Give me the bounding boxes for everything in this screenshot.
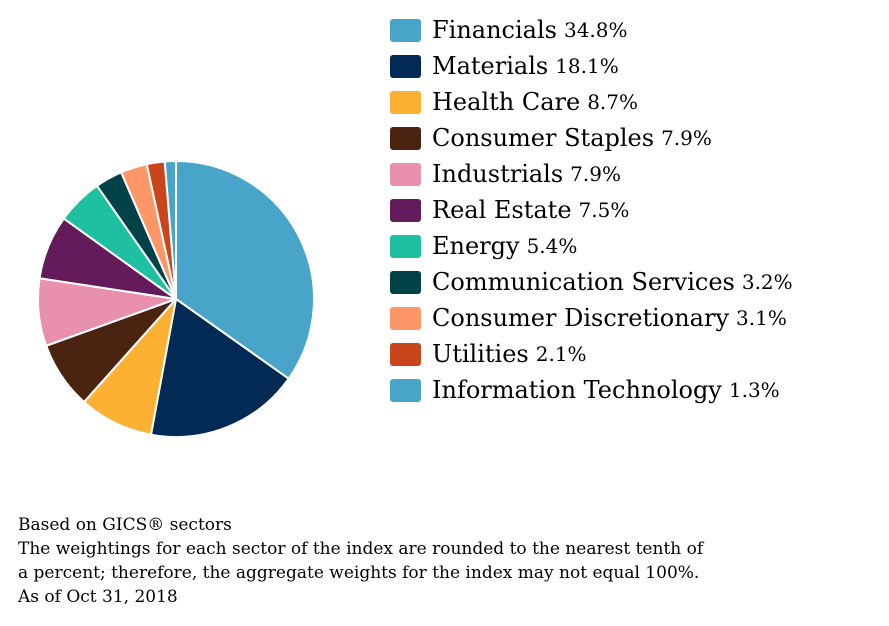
legend-item-health-care: Health Care 8.7%: [390, 84, 793, 120]
legend-swatch: [390, 342, 421, 366]
legend-value: 5.4%: [526, 234, 578, 258]
pie-slice-information-technology: [163, 160, 177, 300]
legend-item-industrials: Industrials 7.9%: [390, 156, 793, 192]
note-rounding-line-2: a percent; therefore, the aggregate weig…: [18, 563, 700, 583]
note-rounding-line-1: The weightings for each sector of the in…: [18, 539, 704, 559]
legend-value: 7.9%: [661, 126, 712, 150]
legend-item-materials: Materials 18.1%: [390, 48, 793, 84]
legend-item-consumer-discretionary: Consumer Discretionary 3.1%: [390, 300, 793, 336]
legend-value: 3.2%: [741, 270, 793, 294]
sector-pie-chart: [37, 160, 315, 438]
legend-label: Consumer Staples: [432, 124, 655, 152]
legend-item-real-estate: Real Estate 7.5%: [390, 192, 793, 228]
legend-label: Utilities: [432, 340, 529, 368]
pie-slice-financials: [175, 160, 315, 380]
legend-label: Financials: [432, 16, 557, 44]
legend-label: Consumer Discretionary: [432, 304, 730, 332]
legend-item-communication-services: Communication Services 3.2%: [390, 264, 793, 300]
legend-value: 8.7%: [587, 90, 639, 114]
legend-swatch: [390, 270, 421, 294]
legend-value: 3.1%: [736, 306, 787, 330]
legend-swatch: [390, 162, 421, 186]
chart-legend: Financials 34.8% Materials 18.1% Health Care…: [390, 12, 793, 408]
legend-value: 1.3%: [728, 378, 780, 402]
legend-swatch: [390, 90, 421, 114]
legend-label: Materials: [432, 52, 549, 80]
legend-item-information-technology: Information Technology 1.3%: [390, 372, 793, 408]
legend-label: Communication Services: [432, 268, 735, 296]
note-gics-basis: Based on GICS® sectors: [18, 515, 232, 535]
legend-swatch: [390, 234, 421, 258]
legend-label: Health Care: [432, 88, 581, 116]
legend-value: 34.8%: [563, 18, 628, 42]
legend-value: 7.5%: [578, 198, 630, 222]
legend-swatch: [390, 126, 421, 150]
legend-item-utilities: Utilities 2.1%: [390, 336, 793, 372]
legend-swatch: [390, 54, 421, 78]
legend-swatch: [390, 18, 421, 42]
legend-swatch: [390, 198, 421, 222]
legend-label: Information Technology: [432, 376, 722, 404]
legend-value: 7.9%: [570, 162, 621, 186]
chart-notes: Based on GICS® sectors The weightings fo…: [18, 513, 818, 609]
legend-item-energy: Energy 5.4%: [390, 228, 793, 264]
legend-item-financials: Financials 34.8%: [390, 12, 793, 48]
pie-slice-materials: [149, 298, 290, 438]
legend-label: Real Estate: [432, 196, 572, 224]
legend-item-consumer-staples: Consumer Staples 7.9%: [390, 120, 793, 156]
note-as-of-date: As of Oct 31, 2018: [18, 587, 178, 607]
legend-label: Energy: [432, 232, 520, 260]
legend-value: 18.1%: [555, 54, 619, 78]
legend-swatch: [390, 378, 421, 402]
legend-value: 2.1%: [535, 342, 587, 366]
legend-label: Industrials: [432, 160, 564, 188]
legend-swatch: [390, 306, 421, 330]
